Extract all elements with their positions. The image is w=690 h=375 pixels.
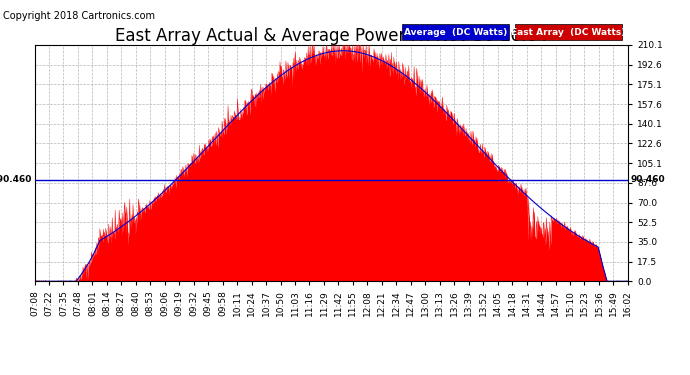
Text: Average  (DC Watts): Average (DC Watts) xyxy=(404,27,507,36)
Text: East Array  (DC Watts): East Array (DC Watts) xyxy=(511,27,626,36)
Title: East Array Actual & Average Power Fri Nov 30 16:04: East Array Actual & Average Power Fri No… xyxy=(115,27,547,45)
Text: Copyright 2018 Cartronics.com: Copyright 2018 Cartronics.com xyxy=(3,11,155,21)
FancyBboxPatch shape xyxy=(515,24,622,40)
Text: + 90.460: + 90.460 xyxy=(0,175,32,184)
Text: 90.460: 90.460 xyxy=(631,175,665,184)
FancyBboxPatch shape xyxy=(402,24,509,40)
